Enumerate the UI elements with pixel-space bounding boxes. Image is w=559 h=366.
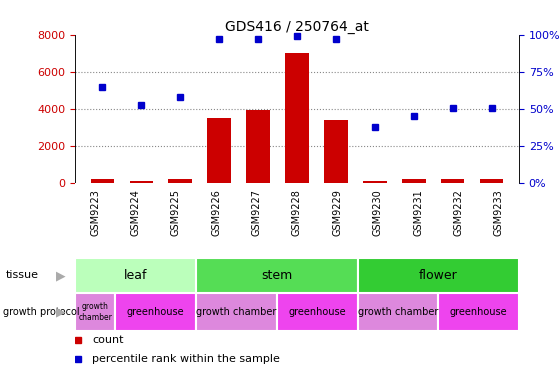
Text: GSM9231: GSM9231 [413,189,423,236]
Bar [247,110,270,183]
Text: GSM9223: GSM9223 [90,189,100,236]
Text: GSM9233: GSM9233 [494,189,504,236]
Bar [324,120,348,183]
Title: GDS416 / 250764_at: GDS416 / 250764_at [225,20,369,34]
Text: GSM9225: GSM9225 [171,189,181,236]
Text: GSM9227: GSM9227 [252,189,262,236]
Bar [75,293,115,331]
Bar [196,258,358,293]
Text: GSM9226: GSM9226 [211,189,221,236]
Text: GSM9228: GSM9228 [292,189,302,236]
Text: greenhouse: greenhouse [288,307,346,317]
Text: GSM9229: GSM9229 [333,189,342,236]
Text: GSM9224: GSM9224 [131,189,140,236]
Text: count: count [92,335,124,345]
Bar [441,179,465,183]
Text: ▶: ▶ [56,269,66,282]
Text: growth
chamber: growth chamber [78,302,112,322]
Bar [130,181,153,183]
Bar [358,258,519,293]
Bar [285,53,309,183]
Bar [75,258,196,293]
Text: percentile rank within the sample: percentile rank within the sample [92,354,280,364]
Bar [480,179,504,183]
Text: greenhouse: greenhouse [127,307,184,317]
Text: growth protocol: growth protocol [3,307,79,317]
Text: tissue: tissue [6,270,39,280]
Text: flower: flower [419,269,458,282]
Bar [402,179,425,183]
Text: ▶: ▶ [56,306,66,318]
Bar [363,181,387,183]
Bar [115,293,196,331]
Bar [358,293,438,331]
Bar [168,179,192,183]
Bar [91,179,114,183]
Bar [277,293,358,331]
Text: growth chamber: growth chamber [196,307,277,317]
Bar [207,118,231,183]
Text: growth chamber: growth chamber [358,307,438,317]
Bar [196,293,277,331]
Text: GSM9232: GSM9232 [453,189,463,236]
Text: GSM9230: GSM9230 [373,189,383,236]
Text: leaf: leaf [124,269,147,282]
Text: greenhouse: greenhouse [450,307,508,317]
Bar [438,293,519,331]
Text: stem: stem [261,269,292,282]
